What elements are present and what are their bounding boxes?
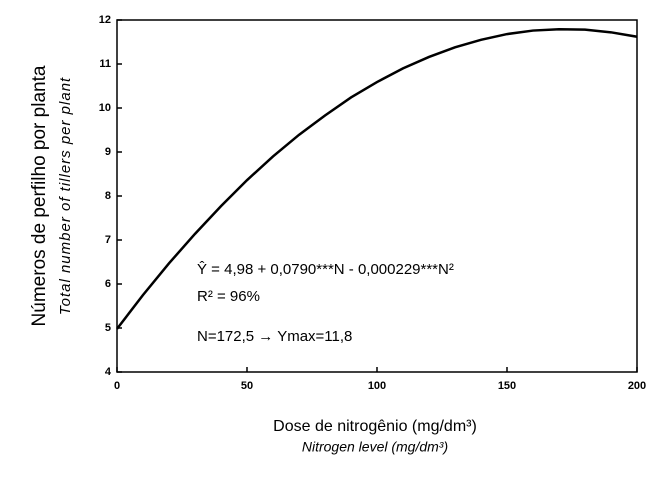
y-tick-label: 9	[105, 146, 111, 158]
y-axis-label: Números de perfilho por planta	[29, 65, 50, 326]
y-axis-label-en: Total number of tillers per plant	[57, 77, 74, 315]
x-tick-label: 150	[498, 380, 516, 392]
x-axis-label-en: Nitrogen level (mg/dm³)	[302, 439, 448, 455]
y-tick-label: 7	[105, 234, 111, 246]
y-tick-label: 8	[105, 190, 111, 202]
y-tick-label: 10	[99, 102, 111, 114]
plot-frame	[116, 19, 638, 373]
x-tick-label: 200	[628, 380, 646, 392]
maximum-note: N=172,5 → Ymax=11,8	[197, 328, 352, 345]
x-tick-label: 0	[114, 380, 120, 392]
y-tick-label: 6	[105, 278, 111, 290]
y-tick-label: 4	[105, 366, 112, 378]
x-tick-label: 50	[241, 380, 253, 392]
y-tick-label: 11	[99, 58, 111, 70]
equation: Ŷ = 4,98 + 0,0790***N - 0,000229***N²	[197, 261, 454, 278]
x-tick-label: 100	[368, 380, 386, 392]
y-tick-label: 12	[99, 14, 111, 26]
y-tick-label: 5	[105, 322, 111, 334]
r-squared: R² = 96%	[197, 288, 260, 305]
x-axis-label: Dose de nitrogênio (mg/dm³)	[273, 418, 477, 435]
line	[116, 27, 638, 330]
